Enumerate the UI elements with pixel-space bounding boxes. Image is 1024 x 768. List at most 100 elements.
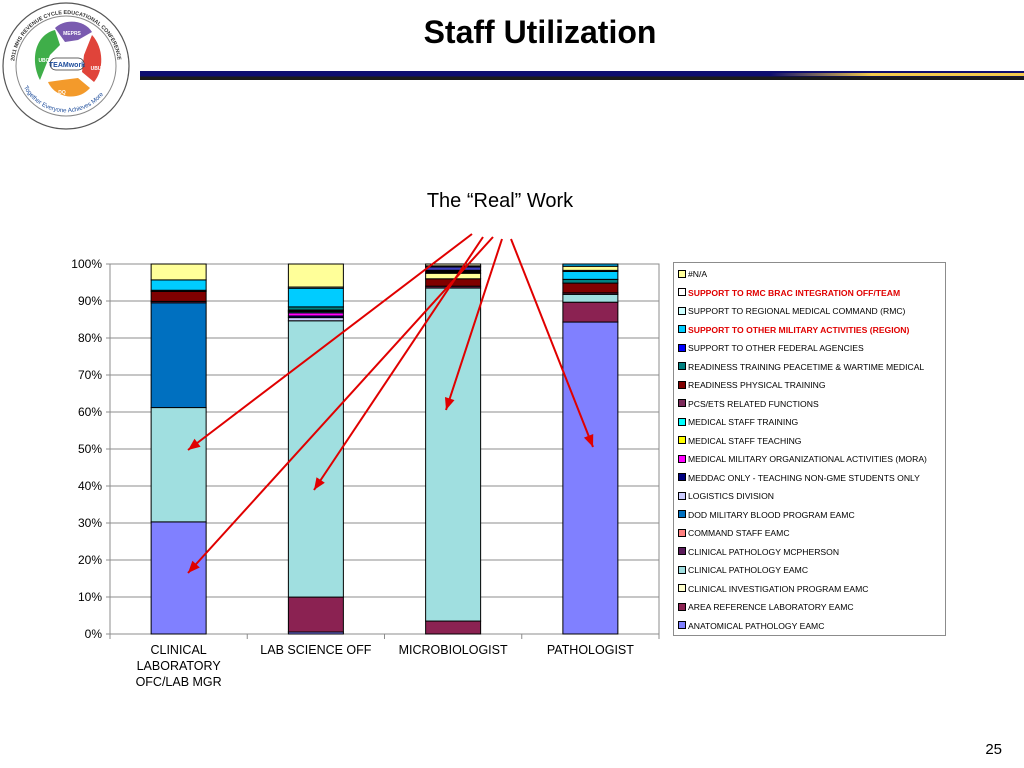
annotation-arrow [445, 238, 503, 411]
legend-swatch [678, 362, 686, 371]
y-tick-label: 30% [78, 516, 102, 530]
legend-swatch [678, 584, 686, 593]
legend-item: MEDDAC ONLY - TEACHING NON-GME STUDENTS … [678, 471, 920, 485]
y-tick-label: 10% [78, 590, 102, 604]
legend-swatch [678, 343, 686, 352]
legend-swatch [678, 288, 686, 297]
annotation-arrowhead [583, 434, 594, 447]
title-underline-bar [140, 71, 1024, 80]
legend-item: MEDICAL MILITARY ORGANIZATIONAL ACTIVITI… [678, 452, 927, 466]
bar-segment [425, 620, 482, 635]
legend-label: MEDICAL STAFF TEACHING [688, 435, 802, 446]
legend-item: READINESS TRAINING PEACETIME & WARTIME M… [678, 360, 924, 374]
legend-item: MEDICAL STAFF TRAINING [678, 415, 798, 429]
legend-label: LOGISTICS DIVISION [688, 491, 774, 501]
title-underline-accent [770, 73, 1024, 76]
y-tick-label: 20% [78, 553, 102, 567]
purple-hand-shape [55, 21, 92, 42]
chart-legend: #N/A SUPPORT TO RMC BRAC INTEGRATION OFF/… [673, 262, 946, 636]
legend-swatch [678, 491, 686, 500]
legend-label: SUPPORT TO OTHER MILITARY ACTIVITIES (RE… [688, 324, 910, 335]
legend-item: SUPPORT TO REGIONAL MEDICAL COMMAND (RMC… [678, 304, 905, 318]
bar-segment [150, 407, 207, 523]
legend-swatch [678, 436, 686, 445]
legend-label: CLINICAL PATHOLOGY MCPHERSON [688, 546, 840, 557]
legend-item: ANATOMICAL PATHOLOGY EAMC [678, 619, 824, 633]
legend-item: AREA REFERENCE LABORATORY EAMC [678, 600, 854, 614]
legend-label: MEDDAC ONLY - TEACHING NON-GME STUDENTS … [688, 472, 920, 483]
annotation-arrow [187, 236, 494, 574]
x-category-label: LAB SCIENCE OFF [260, 643, 371, 657]
x-category-label: PATHOLOGIST [547, 643, 634, 657]
legend-label: SUPPORT TO RMC BRAC INTEGRATION OFF/TEAM [688, 287, 901, 298]
legend-swatch [678, 380, 686, 389]
legend-swatch [678, 306, 686, 315]
legend-label: AREA REFERENCE LABORATORY EAMC [688, 602, 854, 612]
legend-item: SUPPORT TO RMC BRAC INTEGRATION OFF/TEAM [678, 286, 900, 300]
logo-center-text: TEAMwork [49, 62, 85, 69]
annotation-arrowhead [188, 438, 201, 450]
legend-label: ANATOMICAL PATHOLOGY EAMC [688, 620, 825, 631]
logo-hand-label-ubu: UBU [91, 66, 102, 72]
bar-segment [425, 263, 482, 267]
legend-swatch [678, 473, 686, 482]
bar-segment [287, 287, 344, 308]
legend-item: #N/A [678, 267, 707, 281]
legend-label: PCS/ETS RELATED FUNCTIONS [688, 398, 819, 409]
y-tick-label: 100% [71, 257, 102, 271]
y-tick-label: 60% [78, 405, 102, 419]
page-number: 25 [985, 741, 1002, 758]
x-category-label: LABORATORY [137, 659, 222, 673]
legend-label: READINESS TRAINING PEACETIME & WARTIME M… [688, 361, 925, 372]
legend-label: SUPPORT TO OTHER FEDERAL AGENCIES [688, 343, 864, 353]
legend-swatch [678, 325, 686, 334]
legend-label: SUPPORT TO REGIONAL MEDICAL COMMAND (RMC… [688, 306, 906, 316]
annotation-arrowhead [314, 477, 325, 490]
legend-swatch [678, 621, 686, 630]
green-hand-shape [35, 30, 60, 80]
bar-segment [562, 270, 619, 280]
bar-segment [150, 290, 207, 302]
legend-label: CLINICAL INVESTIGATION PROGRAM EAMC [688, 583, 869, 594]
x-category-label: MICROBIOLOGIST [399, 643, 508, 657]
bar-segment [562, 278, 619, 284]
legend-swatch [678, 269, 686, 278]
legend-item: PCS/ETS RELATED FUNCTIONS [678, 397, 819, 411]
bar-segment [150, 521, 207, 635]
y-tick-label: 70% [78, 368, 102, 382]
bar-segment [562, 293, 619, 303]
legend-item: LOGISTICS DIVISION [678, 489, 774, 503]
legend-label: DOD MILITARY BLOOD PROGRAM EAMC [688, 509, 855, 520]
legend-item: READINESS PHYSICAL TRAINING [678, 378, 826, 392]
bar-segment [562, 301, 619, 323]
x-category-label: CLINICAL [150, 643, 206, 657]
bar-segment [425, 287, 482, 622]
legend-swatch [678, 399, 686, 408]
legend-label: #N/A [688, 269, 708, 279]
bar-segment [150, 263, 207, 281]
legend-swatch [678, 417, 686, 426]
bar-segment [287, 263, 344, 288]
legend-item: CLINICAL INVESTIGATION PROGRAM EAMC [678, 582, 869, 596]
legend-item: COMMAND STAFF EAMC [678, 526, 790, 540]
legend-label: MEDICAL MILITARY ORGANIZATIONAL ACTIVITI… [688, 454, 927, 464]
legend-label: READINESS PHYSICAL TRAINING [688, 380, 826, 390]
legend-item: CLINICAL PATHOLOGY MCPHERSON [678, 545, 839, 559]
slide-title: Staff Utilization [423, 14, 657, 50]
bar-segment [425, 272, 482, 280]
logo-hand-label-meprs: MEPRS [63, 31, 81, 37]
logo-hand-label-dq: DQ [58, 90, 66, 96]
y-tick-label: 80% [78, 331, 102, 345]
legend-item: SUPPORT TO OTHER MILITARY ACTIVITIES (RE… [678, 323, 909, 337]
legend-label: MEDICAL STAFF TRAINING [688, 417, 799, 427]
y-tick-label: 50% [78, 442, 102, 456]
legend-swatch [678, 565, 686, 574]
legend-swatch [678, 547, 686, 556]
annotation-arrow [187, 233, 473, 451]
bar-segment [562, 265, 619, 271]
red-hand-shape [82, 35, 102, 82]
y-tick-label: 90% [78, 294, 102, 308]
legend-item: DOD MILITARY BLOOD PROGRAM EAMC [678, 508, 855, 522]
annotation-arrowhead [188, 560, 200, 573]
